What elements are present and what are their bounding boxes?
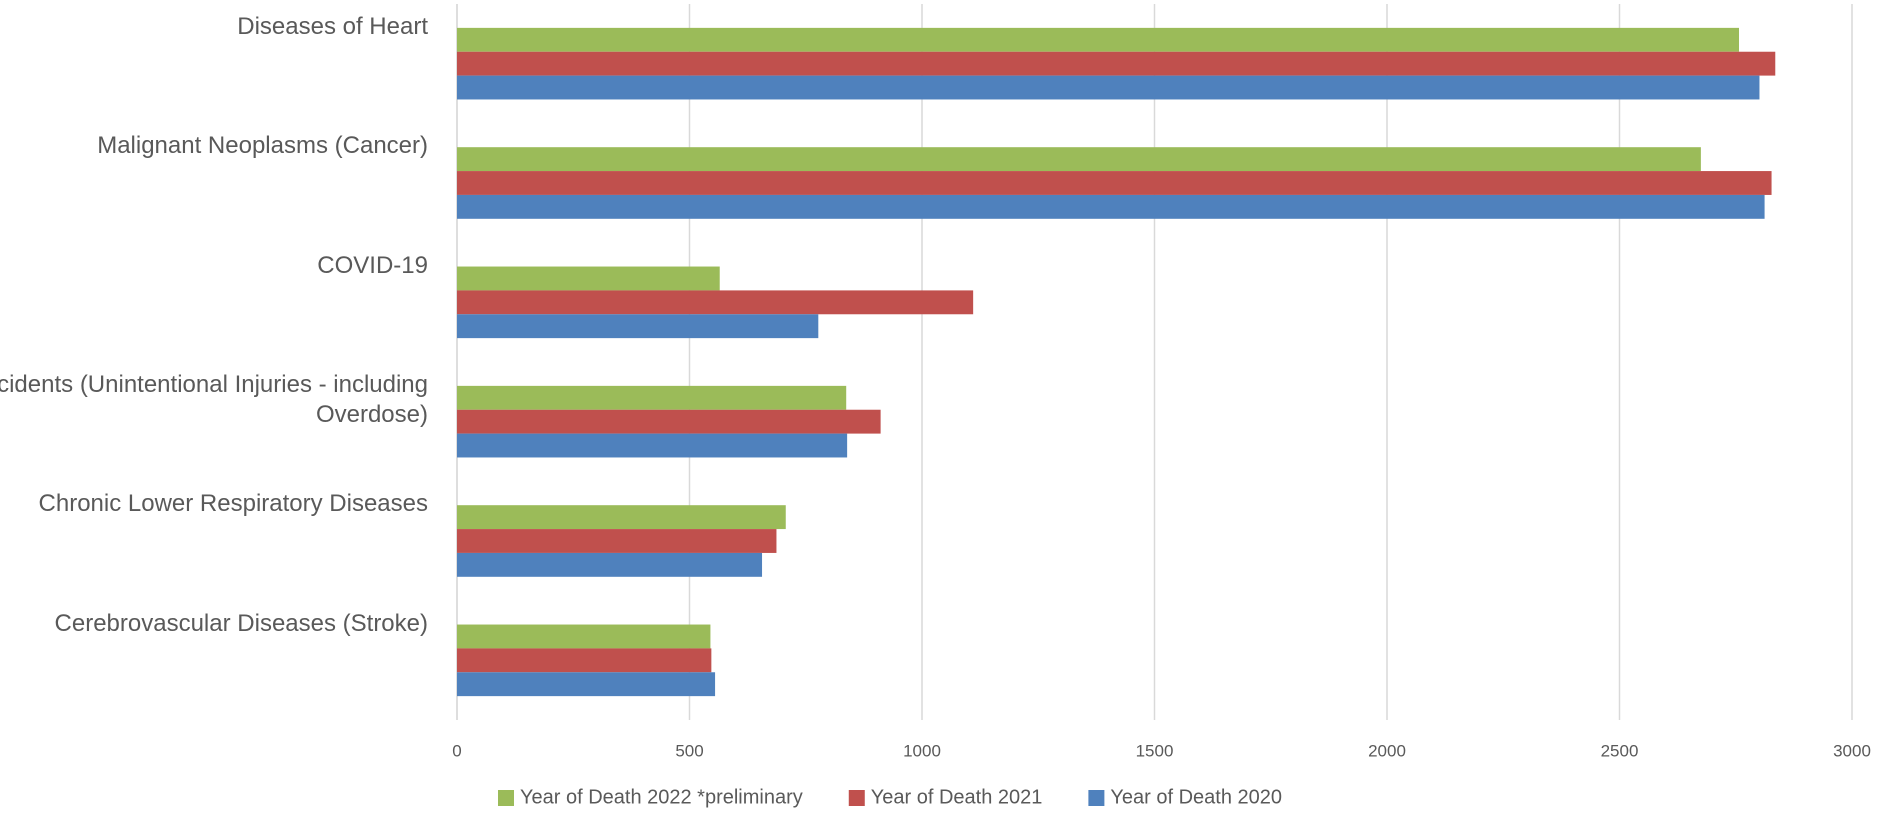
bar xyxy=(457,505,786,530)
legend-label: Year of Death 2020 xyxy=(1110,786,1282,808)
bar xyxy=(457,290,974,315)
bar xyxy=(457,385,847,410)
category-label: Accidents (Unintentional Injuries - incl… xyxy=(0,371,428,428)
bar xyxy=(457,552,763,577)
x-tick-label: 0 xyxy=(452,741,461,760)
category-label: COVID-19 xyxy=(317,251,428,279)
bar xyxy=(457,266,720,291)
legend-label: Year of Death 2021 xyxy=(871,786,1043,808)
x-tick-label: 3000 xyxy=(1833,741,1871,760)
legend-label: Year of Death 2022 *preliminary xyxy=(520,786,803,808)
x-tick-label: 1500 xyxy=(1136,741,1174,760)
legend-swatch xyxy=(498,790,514,806)
bar xyxy=(457,433,848,458)
bar xyxy=(457,648,712,673)
legend-swatch xyxy=(848,790,865,806)
bar xyxy=(457,314,819,339)
bar xyxy=(457,171,1772,195)
category-label: Cerebrovascular Diseases (Stroke) xyxy=(54,609,428,637)
bar xyxy=(457,194,1765,219)
x-tick-label: 500 xyxy=(675,741,703,760)
legend-swatch xyxy=(1088,790,1105,806)
x-tick-label: 2500 xyxy=(1601,741,1639,760)
bar xyxy=(457,27,1740,52)
bar xyxy=(457,529,777,553)
bar xyxy=(457,51,1776,76)
bar xyxy=(457,409,881,434)
x-tick-label: 2000 xyxy=(1368,741,1406,760)
category-label: Malignant Neoplasms (Cancer) xyxy=(97,132,428,160)
bar xyxy=(457,75,1760,100)
bar xyxy=(457,624,711,649)
x-tick-label: 1000 xyxy=(903,741,941,760)
category-label: Chronic Lower Respiratory Diseases xyxy=(38,490,428,518)
bar xyxy=(457,672,716,697)
bar xyxy=(457,147,1701,172)
category-label: Diseases of Heart xyxy=(237,13,428,40)
